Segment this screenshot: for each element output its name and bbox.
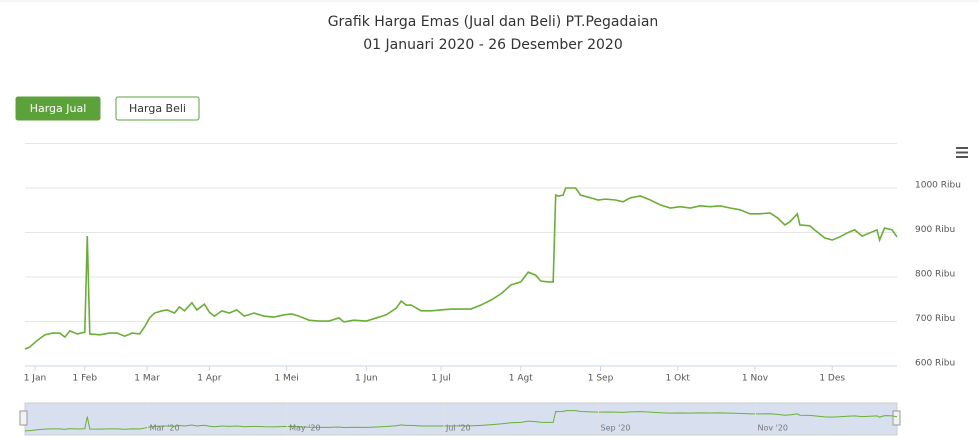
navigator[interactable] (24, 402, 898, 436)
navigator-line (24, 410, 898, 432)
x-tick-label: 1 Agt (509, 374, 533, 384)
navigator-tick-label: May '20 (289, 424, 320, 433)
y-tick-label: 800 Ribu (915, 270, 955, 280)
tab-button-label[interactable]: Harga Jual (30, 102, 87, 115)
x-tick-label: 1 Des (819, 374, 845, 384)
navigator-tick-label: Mar '20 (150, 424, 180, 433)
navigator-tick-label: Sep '20 (601, 424, 631, 433)
x-tick-label: 1 Apr (197, 374, 221, 384)
chart-subtitle: 01 Januari 2020 - 26 Desember 2020 (363, 37, 623, 53)
y-tick-label: 600 Ribu (915, 359, 955, 369)
x-tick-label: 1 Jul (431, 374, 450, 384)
tab-button[interactable] (115, 96, 200, 121)
x-tick-label: 1 Jan (24, 374, 46, 384)
x-tick-label: 1 Jun (355, 374, 378, 384)
menu-icon[interactable] (956, 147, 968, 158)
y-tick-label: 900 Ribu (915, 225, 955, 235)
y-tick-label: 700 Ribu (915, 314, 955, 324)
navigator-handle[interactable] (892, 410, 901, 426)
x-tick-label: 1 Mar (134, 374, 160, 384)
x-tick-label: 1 Mei (274, 374, 298, 384)
navigator-handle[interactable] (19, 410, 28, 426)
line (24, 187, 898, 350)
navigator-tick-label: Nov '20 (757, 424, 788, 433)
x-tick-label: 1 Nov (742, 374, 769, 384)
navigator-tick-label: Jul '20 (445, 424, 471, 433)
y-tick-label: 1000 Ribu (915, 181, 961, 191)
x-tick-label: 1 Feb (73, 374, 98, 384)
chart-title: Grafik Harga Emas (Jual dan Beli) PT.Peg… (328, 14, 659, 30)
x-tick-label: 1 Sep (588, 374, 614, 384)
tab-button[interactable] (15, 96, 101, 121)
tab-button-label[interactable]: Harga Beli (129, 102, 186, 115)
x-tick-label: 1 Okt (666, 374, 691, 384)
